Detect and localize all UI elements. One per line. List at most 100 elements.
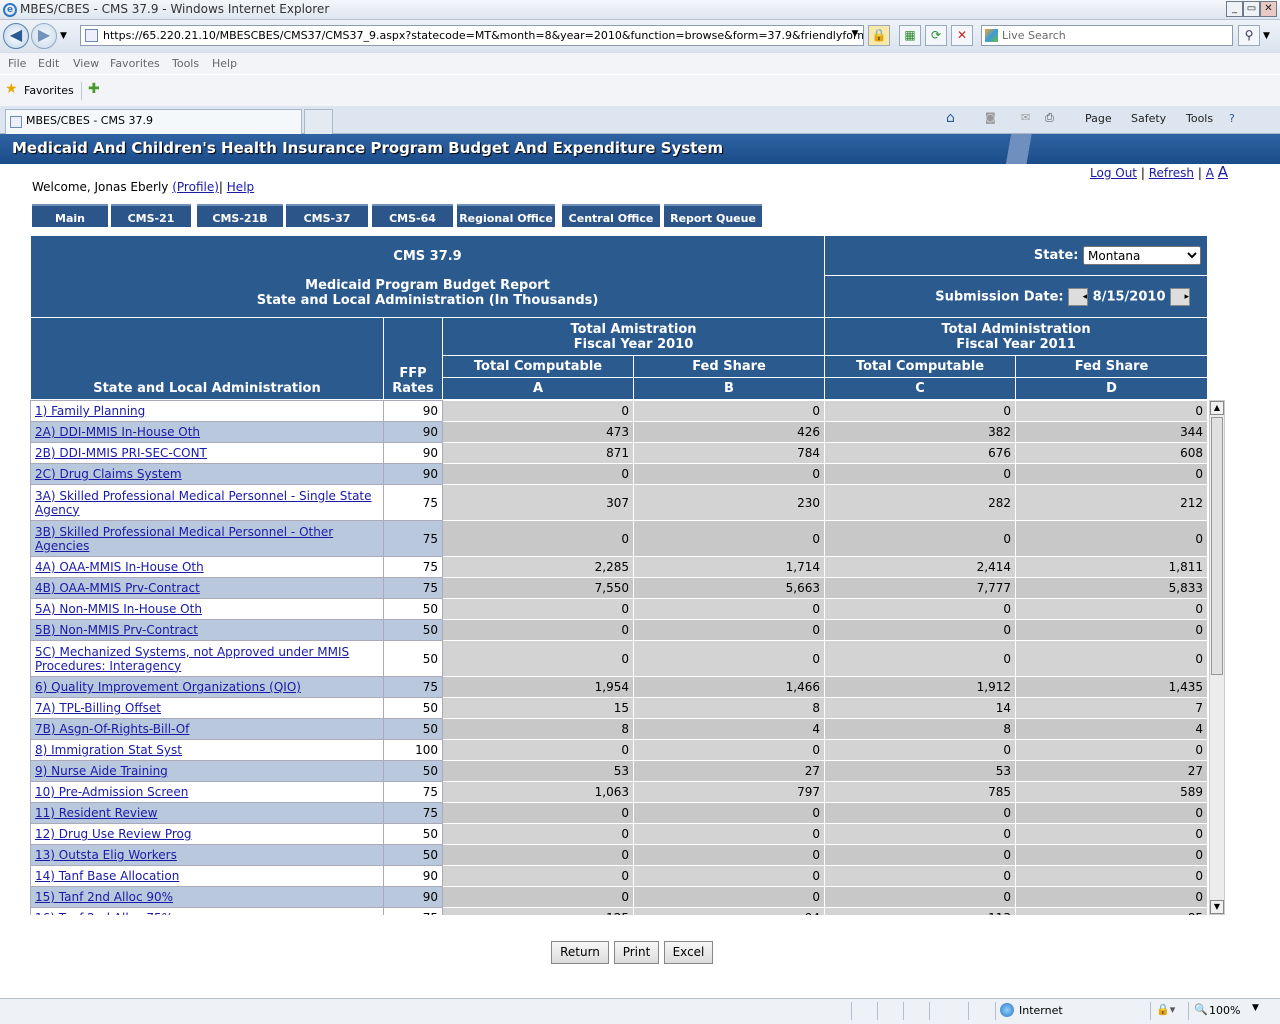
nav-tab-regional-office[interactable]: Regional Office	[457, 204, 555, 227]
add-favorite-icon[interactable]: ✚	[88, 81, 100, 97]
menu-tools[interactable]: Tools	[172, 57, 200, 70]
ffp-rate-cell: 50	[383, 619, 443, 641]
return-button[interactable]: Return	[551, 941, 609, 964]
help-link[interactable]: Help	[226, 180, 255, 194]
row-link[interactable]: 2A) DDI-MMIS In-House Oth	[35, 425, 201, 439]
row-label-cell: 3A) Skilled Professional Medical Personn…	[30, 484, 384, 521]
row-link[interactable]: 16) Tanf 2nd Alloc 75%	[35, 911, 173, 915]
banner-decoration	[600, 134, 1280, 164]
row-link[interactable]: 10) Pre-Admission Screen	[35, 785, 189, 799]
excel-button[interactable]: Excel	[664, 941, 713, 964]
nav-tab-main[interactable]: Main	[32, 204, 108, 227]
fs-2010-cell: 4	[633, 718, 825, 740]
next-date-button[interactable]: ▸	[1170, 287, 1191, 306]
report-body-scroll[interactable]: 1) Family Planning 90 0 0 0 0 2A) DDI-MMIS In-…	[30, 400, 1207, 915]
menu-help[interactable]: Help	[212, 57, 238, 70]
search-input[interactable]: Live Search	[981, 25, 1233, 46]
home-icon[interactable]: ⌂	[946, 110, 955, 126]
safety-menu[interactable]: Safety	[1131, 112, 1167, 125]
prev-date-button[interactable]: ◂	[1068, 287, 1089, 306]
close-button[interactable]: ✕	[1260, 1, 1277, 17]
row-link[interactable]: 5A) Non-MMIS In-House Oth	[35, 602, 202, 616]
menu-favorites[interactable]: Favorites	[110, 57, 160, 70]
back-button[interactable]: ◀	[3, 23, 29, 49]
search-icon[interactable]: ⚲	[1238, 25, 1260, 46]
nav-tab-central-office[interactable]: Central Office	[562, 204, 660, 227]
row-link[interactable]: 7B) Asgn-Of-Rights-Bill-Of	[35, 722, 190, 736]
row-link[interactable]: 4B) OAA-MMIS Prv-Contract	[35, 581, 200, 595]
favorites-button[interactable]: Favorites	[24, 84, 74, 97]
fy2010-line2: Fiscal Year 2010	[573, 336, 694, 352]
help-icon[interactable]: ?	[1229, 112, 1235, 125]
font-small-link[interactable]: A	[1205, 166, 1214, 180]
stop-icon[interactable]: ✕	[951, 25, 973, 46]
zoom-icon[interactable]: 🔍	[1194, 1003, 1208, 1016]
scroll-down-icon[interactable]: ▼	[1210, 900, 1224, 914]
refresh-link[interactable]: Refresh	[1148, 166, 1195, 180]
new-tab-button[interactable]	[304, 109, 333, 134]
row-link[interactable]: 15) Tanf 2nd Alloc 90%	[35, 890, 174, 904]
row-link[interactable]: 2B) DDI-MMIS PRI-SEC-CONT	[35, 446, 207, 460]
refresh-icon[interactable]: ⟳	[925, 25, 947, 46]
ffp-rate-cell: 100	[383, 739, 443, 761]
row-link[interactable]: 7A) TPL-Billing Offset	[35, 701, 161, 715]
row-link[interactable]: 5C) Mechanized Systems, not Approved und…	[35, 644, 350, 673]
protected-mode-icon[interactable]: 🔒▾	[1156, 1003, 1176, 1016]
lock-icon[interactable]: 🔒	[868, 25, 890, 46]
row-link[interactable]: 3A) Skilled Professional Medical Personn…	[35, 488, 372, 517]
row-link[interactable]: 1) Family Planning	[35, 404, 146, 418]
zoom-level[interactable]: 100%	[1209, 1004, 1241, 1017]
fs-2010-cell: 426	[633, 421, 825, 443]
minimize-button[interactable]: _	[1226, 1, 1243, 17]
row-link[interactable]: 12) Drug Use Review Prog	[35, 827, 192, 841]
tc-2010-cell: 0	[442, 520, 634, 557]
nav-tab-cms64[interactable]: CMS-64	[372, 204, 453, 227]
row-label-cell: 3B) Skilled Professional Medical Personn…	[30, 520, 384, 557]
read-mail-icon[interactable]: ✉	[1021, 111, 1031, 124]
row-link[interactable]: 4A) OAA-MMIS In-House Oth	[35, 560, 204, 574]
state-select[interactable]: Montana	[1083, 246, 1202, 265]
scroll-up-icon[interactable]: ▲	[1210, 401, 1224, 415]
address-dropdown-icon[interactable]: ▼	[851, 29, 859, 39]
row-link[interactable]: 9) Nurse Aide Training	[35, 764, 168, 778]
menu-file[interactable]: File	[8, 57, 27, 70]
nav-tab-cms21b[interactable]: CMS-21B	[197, 204, 283, 227]
profile-link[interactable]: (Profile)	[172, 180, 219, 194]
tc-2011-cell: 8	[824, 718, 1016, 740]
print-icon[interactable]: ⎙	[1045, 111, 1054, 124]
font-large-link[interactable]: A	[1217, 163, 1229, 181]
menu-edit[interactable]: Edit	[38, 57, 60, 70]
nav-tab-report-queue[interactable]: Report Queue	[664, 204, 762, 227]
row-link[interactable]: 2C) Drug Claims System	[35, 467, 182, 481]
menu-view[interactable]: View	[73, 57, 100, 70]
ffp-rate-cell: 75	[383, 676, 443, 698]
compatibility-icon[interactable]: ▦	[899, 25, 921, 46]
page-menu[interactable]: Page	[1085, 112, 1112, 125]
row-link[interactable]: 6) Quality Improvement Organizations (QI…	[35, 680, 301, 694]
browser-tab-active[interactable]: MBES/CBES - CMS 37.9	[5, 109, 302, 134]
row-link[interactable]: 8) Immigration Stat Syst	[35, 743, 182, 757]
nav-tab-cms21[interactable]: CMS-21	[111, 204, 191, 227]
zoom-dropdown-icon[interactable]: ▼	[1252, 1003, 1259, 1013]
row-link[interactable]: 3B) Skilled Professional Medical Personn…	[35, 524, 334, 553]
scroll-thumb[interactable]	[1211, 417, 1223, 675]
row-link[interactable]: 11) Resident Review	[35, 806, 158, 820]
fs-2011-cell: 27	[1015, 760, 1207, 782]
recent-pages-dropdown-icon[interactable]: ▼	[60, 31, 67, 41]
search-options-icon[interactable]: ▼	[1263, 31, 1270, 41]
forward-button[interactable]: ▶	[31, 23, 57, 49]
address-input[interactable]: https://65.220.21.10/MBESCBES/CMS37/CMS3…	[80, 25, 864, 46]
feeds-icon[interactable]: ◙	[985, 111, 996, 124]
fy2011-line1: Total Administration	[941, 321, 1091, 337]
logout-link[interactable]: Log Out	[1090, 166, 1138, 180]
tools-menu[interactable]: Tools	[1186, 112, 1214, 125]
row-link[interactable]: 5B) Non-MMIS Prv-Contract	[35, 623, 198, 637]
report-scrollbar[interactable]: ▲ ▼	[1209, 400, 1225, 915]
table-row: 5C) Mechanized Systems, not Approved und…	[30, 640, 1207, 677]
row-link[interactable]: 14) Tanf Base Allocation	[35, 869, 180, 883]
nav-tab-cms37[interactable]: CMS-37	[286, 204, 368, 227]
row-link[interactable]: 13) Outsta Elig Workers	[35, 848, 177, 862]
maximize-button[interactable]: ▭	[1243, 1, 1260, 17]
print-button[interactable]: Print	[614, 941, 659, 964]
table-row: 7B) Asgn-Of-Rights-Bill-Of 50 8 4 8 4	[30, 718, 1207, 740]
